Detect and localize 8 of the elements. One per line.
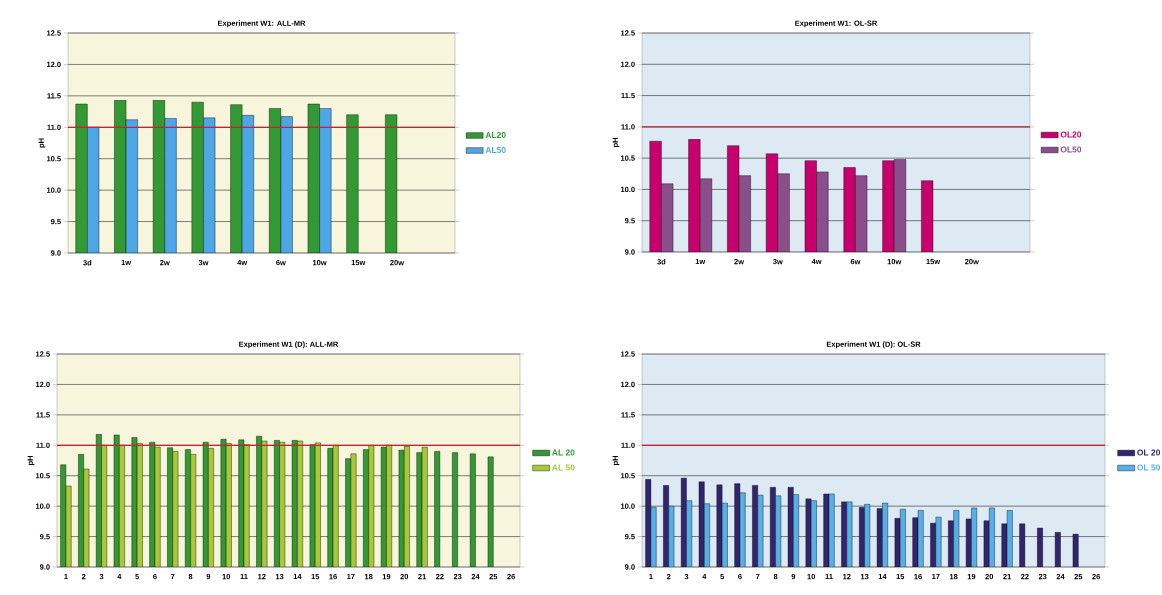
legend-label: AL50 xyxy=(485,146,506,153)
legend-label: AL 20 xyxy=(552,449,575,456)
legend-label: OL 50 xyxy=(1137,464,1161,471)
legend-label: OL 20 xyxy=(1137,449,1161,456)
legend-label: OL20 xyxy=(1060,131,1082,138)
legend-label: AL20 xyxy=(485,131,506,138)
legend-label: AL 50 xyxy=(552,464,575,471)
legend-label: OL50 xyxy=(1060,146,1082,153)
